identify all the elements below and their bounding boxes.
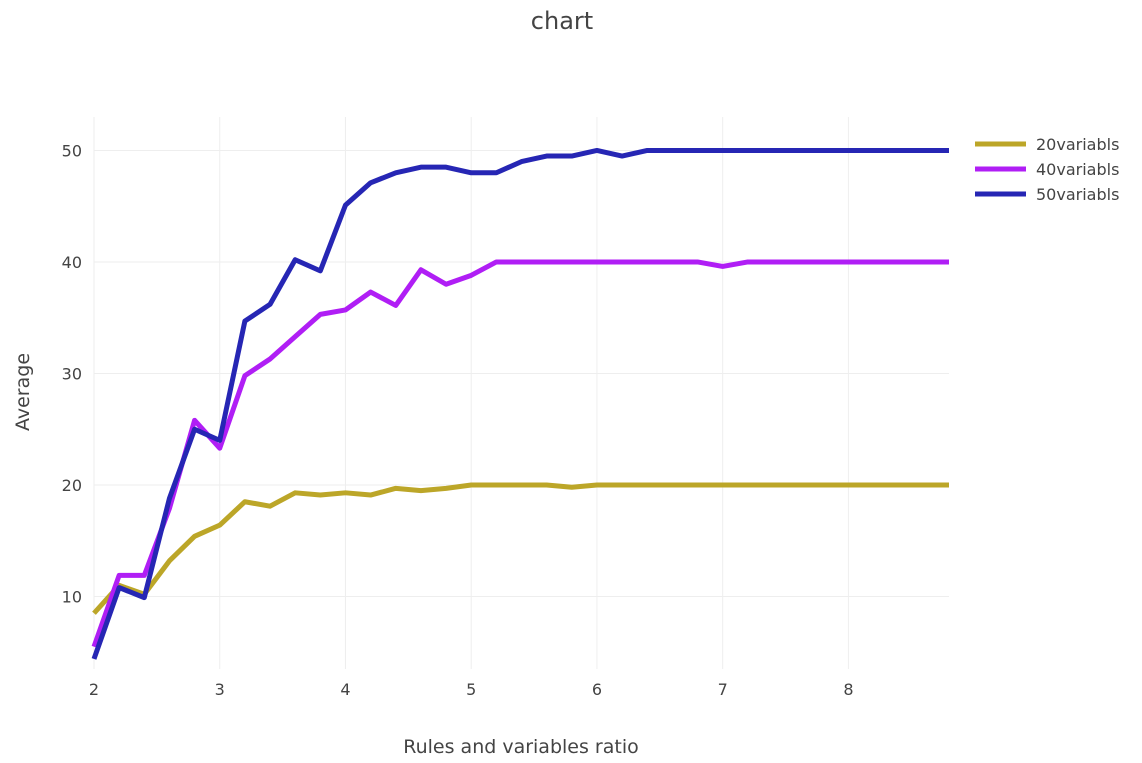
y-tick-label: 40 <box>62 253 82 272</box>
x-tick-label: 4 <box>340 680 350 699</box>
x-tick-label: 6 <box>592 680 602 699</box>
y-tick-label: 50 <box>62 141 82 160</box>
legend: 20variabls 40variabls 50variabls <box>975 135 1119 204</box>
x-tick-label: 3 <box>215 680 225 699</box>
x-axis-ticks: 2 3 4 5 6 7 8 <box>89 680 854 699</box>
x-tick-label: 5 <box>466 680 476 699</box>
x-tick-label: 2 <box>89 680 99 699</box>
legend-label: 50variabls <box>1036 185 1119 204</box>
legend-label: 20variabls <box>1036 135 1119 154</box>
x-gridlines <box>93 117 849 669</box>
series-line-40variabls <box>91 259 949 648</box>
series-line-20variabls <box>92 482 949 615</box>
series-line-50variabls <box>91 147 949 660</box>
x-tick-label: 8 <box>843 680 853 699</box>
y-axis-label: Average <box>12 353 34 431</box>
y-gridlines <box>94 149 949 598</box>
legend-label: 40variabls <box>1036 160 1119 179</box>
y-tick-label: 20 <box>62 476 82 495</box>
x-axis-label: Rules and variables ratio <box>403 736 638 758</box>
y-tick-label: 30 <box>62 364 82 383</box>
chart-title: chart <box>531 7 593 35</box>
y-tick-label: 10 <box>62 588 82 607</box>
x-tick-label: 7 <box>718 680 728 699</box>
series-lines <box>91 147 949 660</box>
y-axis-ticks: 10 20 30 40 50 <box>62 141 82 606</box>
